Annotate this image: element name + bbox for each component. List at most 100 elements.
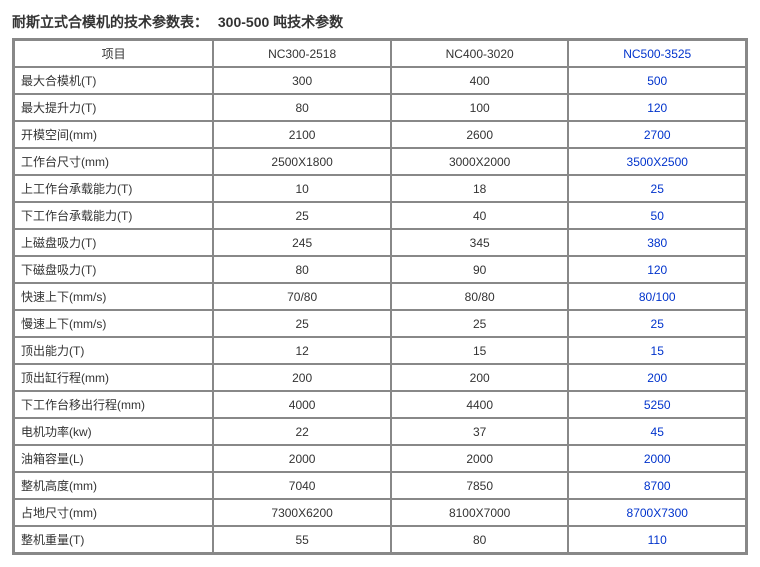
- param-label: 下磁盘吸力(T): [14, 256, 213, 283]
- param-label: 油箱容量(L): [14, 445, 213, 472]
- param-value: 25: [213, 202, 391, 229]
- table-header-row: 项目 NC300-2518 NC400-3020 NC500-3525: [14, 40, 746, 67]
- param-label: 顶出缸行程(mm): [14, 364, 213, 391]
- table-row: 顶出缸行程(mm)200200200: [14, 364, 746, 391]
- title-text: 耐斯立式合模机的技术参数表：: [12, 14, 208, 30]
- param-value: 4000: [213, 391, 391, 418]
- param-value: 2000: [213, 445, 391, 472]
- spec-table: 项目 NC300-2518 NC400-3020 NC500-3525 最大合模…: [12, 38, 748, 555]
- param-value: 18: [391, 175, 569, 202]
- param-label: 整机高度(mm): [14, 472, 213, 499]
- param-label: 顶出能力(T): [14, 337, 213, 364]
- param-label: 最大合模机(T): [14, 67, 213, 94]
- table-row: 最大合模机(T)300400500: [14, 67, 746, 94]
- param-value: 40: [391, 202, 569, 229]
- header-model-2: NC500-3525: [568, 40, 746, 67]
- table-row: 顶出能力(T)121515: [14, 337, 746, 364]
- header-model-1: NC400-3020: [391, 40, 569, 67]
- param-value: 7850: [391, 472, 569, 499]
- param-value: 12: [213, 337, 391, 364]
- param-label: 慢速上下(mm/s): [14, 310, 213, 337]
- param-label: 开模空间(mm): [14, 121, 213, 148]
- table-row: 下工作台承载能力(T)254050: [14, 202, 746, 229]
- param-value: 15: [391, 337, 569, 364]
- subtitle-text: 300-500 吨技术参数: [218, 14, 343, 30]
- param-label: 整机重量(T): [14, 526, 213, 553]
- table-row: 开模空间(mm)210026002700: [14, 121, 746, 148]
- param-label: 占地尺寸(mm): [14, 499, 213, 526]
- param-value: 120: [568, 256, 746, 283]
- param-value: 245: [213, 229, 391, 256]
- param-value: 4400: [391, 391, 569, 418]
- table-row: 最大提升力(T)80100120: [14, 94, 746, 121]
- param-value: 2600: [391, 121, 569, 148]
- param-value: 2000: [391, 445, 569, 472]
- param-value: 120: [568, 94, 746, 121]
- param-label: 快速上下(mm/s): [14, 283, 213, 310]
- param-value: 200: [391, 364, 569, 391]
- table-row: 占地尺寸(mm)7300X62008100X70008700X7300: [14, 499, 746, 526]
- header-model-0: NC300-2518: [213, 40, 391, 67]
- param-value: 2100: [213, 121, 391, 148]
- table-row: 油箱容量(L)200020002000: [14, 445, 746, 472]
- param-value: 200: [213, 364, 391, 391]
- param-value: 380: [568, 229, 746, 256]
- table-row: 慢速上下(mm/s)252525: [14, 310, 746, 337]
- table-row: 整机重量(T)5580110: [14, 526, 746, 553]
- param-value: 50: [568, 202, 746, 229]
- param-value: 80: [213, 94, 391, 121]
- table-row: 快速上下(mm/s)70/8080/8080/100: [14, 283, 746, 310]
- param-value: 200: [568, 364, 746, 391]
- param-value: 400: [391, 67, 569, 94]
- param-value: 3500X2500: [568, 148, 746, 175]
- param-value: 8700X7300: [568, 499, 746, 526]
- table-body: 最大合模机(T)300400500最大提升力(T)80100120开模空间(mm…: [14, 67, 746, 553]
- table-row: 电机功率(kw)223745: [14, 418, 746, 445]
- param-value: 70/80: [213, 283, 391, 310]
- param-label: 上工作台承载能力(T): [14, 175, 213, 202]
- param-value: 80: [213, 256, 391, 283]
- param-label: 最大提升力(T): [14, 94, 213, 121]
- param-value: 500: [568, 67, 746, 94]
- param-value: 110: [568, 526, 746, 553]
- param-value: 25: [213, 310, 391, 337]
- param-value: 80/100: [568, 283, 746, 310]
- param-value: 80/80: [391, 283, 569, 310]
- param-value: 90: [391, 256, 569, 283]
- param-value: 2500X1800: [213, 148, 391, 175]
- table-row: 下工作台移出行程(mm)400044005250: [14, 391, 746, 418]
- header-param: 项目: [14, 40, 213, 67]
- param-value: 345: [391, 229, 569, 256]
- table-row: 工作台尺寸(mm)2500X18003000X20003500X2500: [14, 148, 746, 175]
- param-value: 7300X6200: [213, 499, 391, 526]
- param-label: 下工作台移出行程(mm): [14, 391, 213, 418]
- param-label: 下工作台承载能力(T): [14, 202, 213, 229]
- param-value: 15: [568, 337, 746, 364]
- param-label: 工作台尺寸(mm): [14, 148, 213, 175]
- param-label: 上磁盘吸力(T): [14, 229, 213, 256]
- param-value: 37: [391, 418, 569, 445]
- param-value: 8100X7000: [391, 499, 569, 526]
- param-label: 电机功率(kw): [14, 418, 213, 445]
- table-row: 上工作台承载能力(T)101825: [14, 175, 746, 202]
- table-row: 下磁盘吸力(T)8090120: [14, 256, 746, 283]
- param-value: 2000: [568, 445, 746, 472]
- param-value: 7040: [213, 472, 391, 499]
- param-value: 300: [213, 67, 391, 94]
- param-value: 8700: [568, 472, 746, 499]
- table-row: 上磁盘吸力(T)245345380: [14, 229, 746, 256]
- param-value: 25: [391, 310, 569, 337]
- param-value: 2700: [568, 121, 746, 148]
- param-value: 45: [568, 418, 746, 445]
- table-row: 整机高度(mm)704078508700: [14, 472, 746, 499]
- param-value: 25: [568, 175, 746, 202]
- param-value: 22: [213, 418, 391, 445]
- param-value: 5250: [568, 391, 746, 418]
- param-value: 80: [391, 526, 569, 553]
- param-value: 3000X2000: [391, 148, 569, 175]
- param-value: 10: [213, 175, 391, 202]
- param-value: 25: [568, 310, 746, 337]
- param-value: 55: [213, 526, 391, 553]
- param-value: 100: [391, 94, 569, 121]
- page-title: 耐斯立式合模机的技术参数表： 300-500 吨技术参数: [12, 12, 748, 32]
